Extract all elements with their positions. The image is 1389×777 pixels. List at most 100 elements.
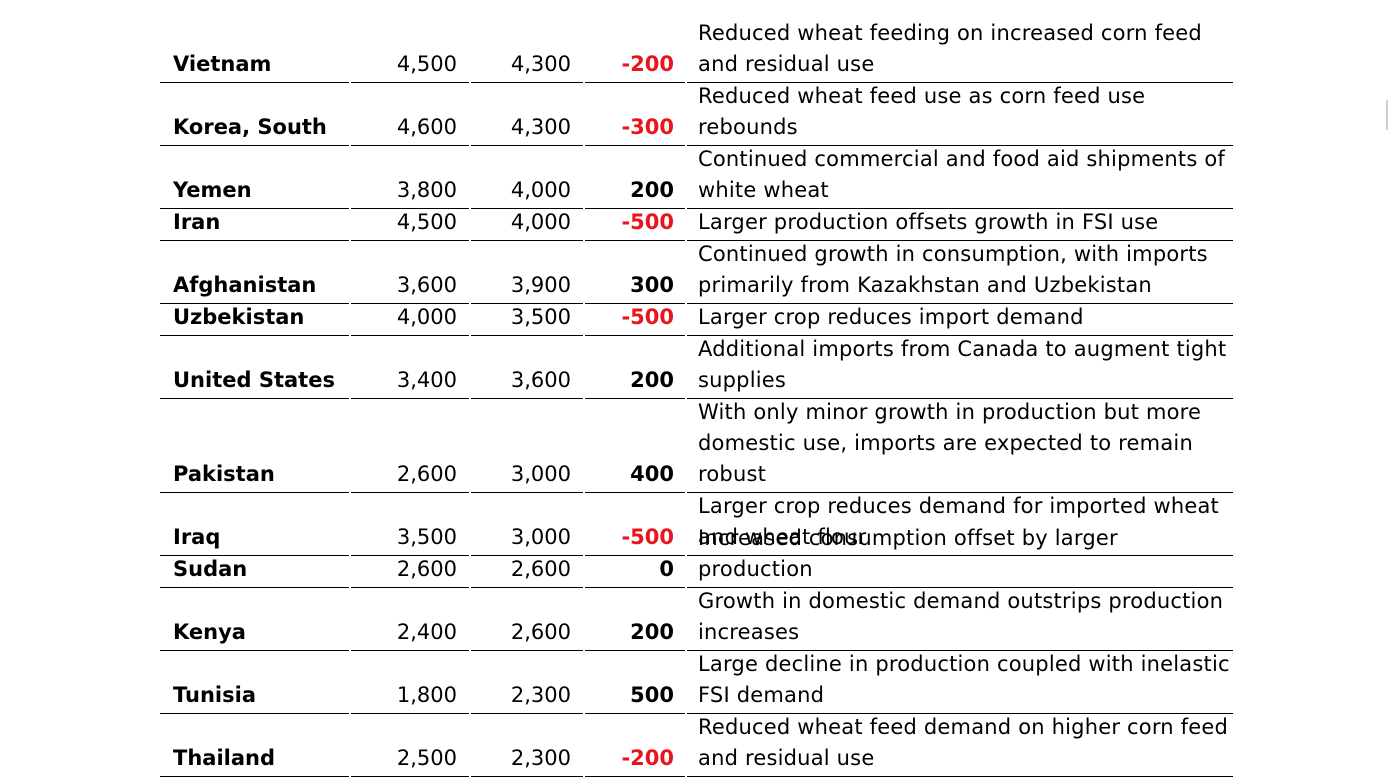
column-gap — [349, 555, 351, 556]
value-previous-cell: 2,600 — [396, 462, 457, 486]
value-previous-cell: 1,800 — [396, 683, 457, 707]
column-gap — [349, 335, 351, 336]
column-gap — [469, 492, 471, 493]
column-gap — [349, 492, 351, 493]
value-previous-cell: 3,800 — [396, 178, 457, 202]
note-cell: Larger crop reduces demand for imported … — [698, 494, 1219, 549]
value-current-cell: 4,000 — [510, 178, 571, 202]
column-gap — [583, 82, 585, 83]
table-row: Thailand 2,500 2,300 -200 Reduced wheat … — [160, 714, 1233, 777]
column-gap — [583, 492, 585, 493]
column-gap — [469, 713, 471, 714]
column-gap — [469, 145, 471, 146]
note-cell: Continued growth in consumption, with im… — [698, 242, 1208, 297]
change-cell: -500 — [621, 210, 674, 234]
column-gap — [583, 208, 585, 209]
column-gap — [469, 208, 471, 209]
country-cell: Pakistan — [173, 462, 275, 486]
column-gap — [469, 587, 471, 588]
note-cell: Larger crop reduces import demand — [698, 305, 1084, 329]
note-cell: Reduced wheat feed use as corn feed use … — [698, 84, 1146, 139]
column-gap — [583, 303, 585, 304]
column-gap — [583, 145, 585, 146]
country-cell: Yemen — [173, 178, 252, 202]
table-row: Vietnam 4,500 4,300 -200 Reduced wheat f… — [160, 20, 1233, 83]
change-cell: 500 — [630, 683, 674, 707]
column-gap — [349, 713, 351, 714]
note-cell: Increased consumption offset by larger p… — [698, 526, 1118, 581]
value-current-cell: 2,600 — [510, 557, 571, 581]
change-cell: -500 — [621, 305, 674, 329]
change-cell: -200 — [621, 52, 674, 76]
column-gap — [583, 335, 585, 336]
column-gap — [685, 145, 687, 146]
column-gap — [685, 208, 687, 209]
column-gap — [349, 650, 351, 651]
value-previous-cell: 3,400 — [396, 368, 457, 392]
column-gap — [469, 240, 471, 241]
value-current-cell: 3,500 — [510, 305, 571, 329]
change-cell: 200 — [630, 368, 674, 392]
note-cell: Reduced wheat feeding on increased corn … — [698, 21, 1202, 76]
table-row: Tunisia 1,800 2,300 500 Large decline in… — [160, 651, 1233, 714]
value-current-cell: 2,600 — [510, 620, 571, 644]
value-current-cell: 2,300 — [510, 683, 571, 707]
table-row: Iran 4,500 4,000 -500 Larger production … — [160, 209, 1233, 241]
change-cell: -300 — [621, 115, 674, 139]
column-gap — [583, 587, 585, 588]
value-previous-cell: 3,600 — [396, 273, 457, 297]
country-cell: Sudan — [173, 557, 248, 581]
table-row: United States 3,400 3,600 200 Additional… — [160, 336, 1233, 399]
column-gap — [349, 82, 351, 83]
change-cell: 0 — [659, 557, 674, 581]
value-current-cell: 2,300 — [510, 746, 571, 770]
table-row: Sudan 2,600 2,600 0 Increased consumptio… — [160, 526, 1233, 588]
column-gap — [685, 587, 687, 588]
wheat-import-table: Vietnam 4,500 4,300 -200 Reduced wheat f… — [160, 20, 1233, 777]
table-row: Afghanistan 3,600 3,900 300 Continued gr… — [160, 241, 1233, 304]
change-cell: 200 — [630, 178, 674, 202]
value-current-cell: 4,300 — [510, 115, 571, 139]
column-gap — [469, 650, 471, 651]
note-cell: Additional imports from Canada to augmen… — [698, 337, 1227, 392]
change-cell: -500 — [621, 525, 674, 549]
country-cell: United States — [173, 368, 335, 392]
table-row: Pakistan 2,600 3,000 400 With only minor… — [160, 399, 1233, 493]
country-cell: Afghanistan — [173, 273, 317, 297]
value-previous-cell: 4,500 — [396, 52, 457, 76]
country-cell: Iraq — [173, 525, 221, 549]
value-current-cell: 4,000 — [510, 210, 571, 234]
value-previous-cell: 2,600 — [396, 557, 457, 581]
country-cell: Kenya — [173, 620, 246, 644]
note-cell: Reduced wheat feed demand on higher corn… — [698, 715, 1229, 770]
value-current-cell: 3,900 — [510, 273, 571, 297]
column-gap — [583, 713, 585, 714]
country-cell: Uzbekistan — [173, 305, 305, 329]
table-row: Kenya 2,400 2,600 200 Growth in domestic… — [160, 588, 1233, 651]
column-gap — [583, 240, 585, 241]
column-gap — [685, 492, 687, 493]
column-gap — [685, 82, 687, 83]
column-gap — [685, 650, 687, 651]
country-cell: Vietnam — [173, 52, 272, 76]
country-cell: Iran — [173, 210, 221, 234]
column-gap — [583, 650, 585, 651]
column-gap — [685, 303, 687, 304]
column-gap — [685, 335, 687, 336]
country-cell: Korea, South — [173, 115, 327, 139]
column-gap — [685, 240, 687, 241]
change-cell: 400 — [630, 462, 674, 486]
value-previous-cell: 2,400 — [396, 620, 457, 644]
column-gap — [685, 398, 687, 399]
column-gap — [349, 208, 351, 209]
value-current-cell: 3,000 — [510, 525, 571, 549]
note-cell: Growth in domestic demand outstrips prod… — [698, 589, 1224, 644]
value-previous-cell: 4,000 — [396, 305, 457, 329]
table-row: Iraq 3,500 3,000 -500 Larger crop reduce… — [160, 493, 1233, 556]
note-cell: Continued commercial and food aid shipme… — [698, 147, 1225, 202]
change-cell: 300 — [630, 273, 674, 297]
table-row: Korea, South 4,600 4,300 -300 Reduced wh… — [160, 83, 1233, 146]
value-current-cell: 4,300 — [510, 52, 571, 76]
value-previous-cell: 3,500 — [396, 525, 457, 549]
table-row: Yemen 3,800 4,000 200 Continued commerci… — [160, 146, 1233, 209]
